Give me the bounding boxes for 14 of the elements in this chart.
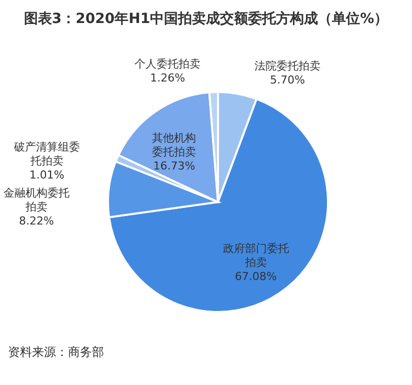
data-label: 8.22%: [18, 214, 54, 228]
data-label: 1.01%: [29, 168, 64, 182]
slice-label: 个人委托拍卖: [134, 58, 201, 71]
slice-label: 政府部门委托拍卖: [222, 242, 289, 270]
slice-label: 法院委托拍卖: [254, 60, 320, 73]
data-label: 5.70%: [270, 74, 305, 87]
data-label: 67.08%: [234, 270, 277, 284]
slice-label: 破产清算组委托拍卖: [12, 140, 80, 168]
slice-label: 其他机构委托拍卖: [152, 132, 196, 159]
slice-label: 金融机构委托拍卖: [3, 186, 70, 214]
data-label: 1.26%: [150, 72, 186, 85]
chart-title: 图表3：2020年H1中国拍卖成交额委托方构成（单位%）: [24, 10, 388, 27]
data-label: 16.73%: [153, 160, 196, 173]
text: 资料来源：商务部: [8, 345, 104, 359]
